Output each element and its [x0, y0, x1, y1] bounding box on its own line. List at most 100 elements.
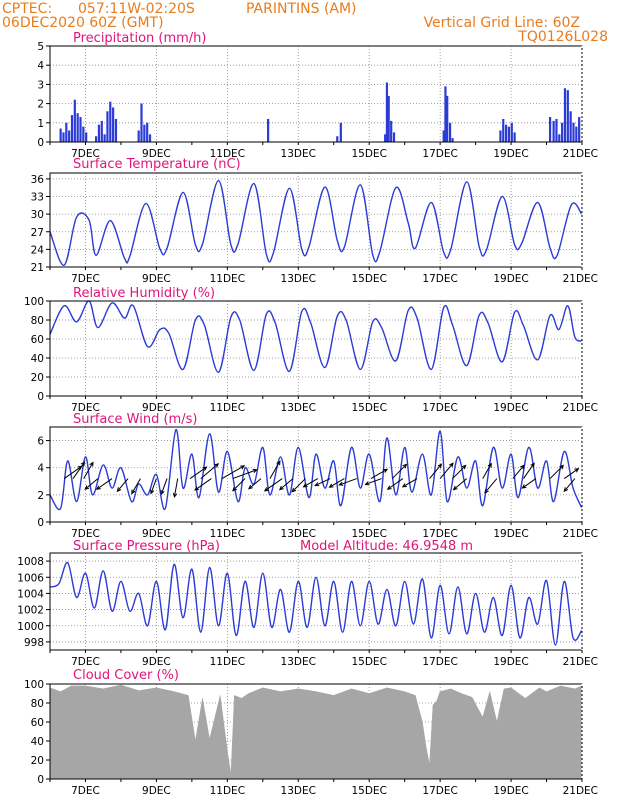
- header-station: PARINTINS (AM): [246, 1, 357, 17]
- y-tick-label: 1: [37, 118, 44, 130]
- x-tick-label: 19DEC: [493, 273, 528, 285]
- y-tick-label: 0: [37, 517, 44, 529]
- x-tick-label: 7DEC: [71, 656, 100, 668]
- wind-vector-head: [338, 481, 344, 486]
- x-tick-label: 7DEC: [71, 785, 100, 797]
- cloud-area: [49, 684, 583, 780]
- precip-bar: [339, 122, 342, 142]
- panel-wind: Surface Wind (m/s) 0 2 4 6 7DEC 9DEC 11DEC 13DEC…: [37, 412, 598, 540]
- x-tick-label: 13DEC: [281, 148, 316, 160]
- precip-bar: [82, 126, 85, 142]
- x-tick-label: 21DEC: [563, 402, 598, 414]
- x-tick-label: 21DEC: [563, 656, 598, 668]
- x-tick-label: 11DEC: [210, 528, 245, 540]
- wind-vector-head: [402, 463, 408, 469]
- wind-vector-head: [437, 463, 443, 469]
- wind-vector: [563, 468, 579, 479]
- wind-vector: [365, 478, 382, 485]
- precip-bar: [507, 126, 511, 142]
- precip-bar: [499, 130, 502, 142]
- precip-bar: [95, 136, 98, 142]
- wind-vector: [200, 463, 219, 479]
- panel-frame: [49, 683, 583, 780]
- precip-bar: [444, 86, 447, 142]
- y-tick-label: 27: [31, 227, 44, 239]
- wind-vector: [391, 464, 407, 479]
- wind-vector: [221, 465, 245, 480]
- wind-vector-head: [202, 466, 208, 471]
- x-tick-label: 21DEC: [563, 273, 598, 285]
- precip-bar: [572, 122, 575, 142]
- wind-vector-head: [563, 487, 569, 493]
- precip-bar: [561, 122, 564, 142]
- precip-bar: [65, 122, 68, 142]
- panel-title: Relative Humidity (%): [73, 286, 215, 301]
- wind-vector: [131, 478, 141, 494]
- x-tick-label: 17DEC: [422, 528, 457, 540]
- wind-series-line: [49, 428, 583, 511]
- wind-vector: [452, 465, 467, 479]
- x-tick-label: 7DEC: [71, 402, 100, 414]
- precip-bar: [502, 118, 505, 142]
- x-tick-label: 17DEC: [422, 785, 457, 797]
- x-tick-label: 9DEC: [142, 148, 171, 160]
- wind-vector-head: [278, 485, 284, 491]
- wind-vector-head: [401, 483, 407, 488]
- header-source: CPTEC:: [2, 1, 52, 17]
- y-tick-label: 1004: [17, 588, 44, 600]
- panel-title: Surface Pressure (hPa): [73, 539, 220, 554]
- wind-vector-head: [80, 461, 86, 467]
- wind-vector-head: [314, 482, 320, 487]
- wind-vector: [484, 478, 498, 494]
- precip-bar: [106, 111, 109, 142]
- wind-vector-head: [95, 485, 101, 490]
- precip-bar: [114, 118, 118, 142]
- panel-title: Surface Wind (m/s): [73, 412, 197, 427]
- y-tick-label: 20: [31, 372, 44, 384]
- precip-bar: [59, 128, 62, 142]
- y-tick-label: 30: [31, 209, 44, 221]
- y-tick-label: 0: [37, 391, 44, 403]
- precip-bar: [76, 113, 79, 142]
- wind-vector-head: [89, 461, 94, 467]
- precip-bar: [513, 132, 516, 142]
- y-tick-label: 4: [37, 60, 44, 72]
- x-tick-label: 17DEC: [422, 273, 457, 285]
- wind-vector: [72, 461, 85, 479]
- x-tick-label: 9DEC: [142, 528, 171, 540]
- wind-vector: [482, 463, 492, 479]
- panel-title: Surface Temperature (nC): [73, 157, 241, 172]
- wind-vector-head: [530, 462, 535, 468]
- precip-bar: [566, 90, 569, 142]
- y-tick-label: 1002: [17, 605, 44, 617]
- precip-bar: [146, 122, 149, 142]
- y-tick-label: 100: [24, 296, 44, 308]
- x-tick-label: 15DEC: [351, 528, 386, 540]
- header-model-code: TQ0126L028: [517, 29, 608, 45]
- precip-bar: [140, 103, 143, 142]
- precip-bar: [70, 115, 74, 142]
- wind-vector-head: [383, 468, 389, 473]
- wind-vector-head: [194, 486, 199, 491]
- x-tick-label: 17DEC: [422, 656, 457, 668]
- rh-series-line: [49, 300, 583, 374]
- wind-vector: [189, 466, 207, 479]
- y-tick-label: 80: [31, 698, 44, 710]
- precip-bar: [442, 130, 445, 142]
- header-run: 06DEC2020 60Z (GMT): [2, 15, 164, 31]
- wind-vector: [291, 478, 306, 493]
- precip-bar: [109, 101, 112, 142]
- panel-pres: Surface Pressure (hPa) Model Altitude: 46…: [17, 539, 598, 668]
- y-tick-label: 24: [31, 244, 45, 256]
- wind-vector-head: [160, 490, 165, 496]
- x-tick-label: 11DEC: [210, 785, 245, 797]
- y-tick-label: 3: [37, 79, 44, 91]
- wind-vector: [194, 478, 212, 491]
- precip-bar: [79, 117, 82, 142]
- panel-rh: Relative Humidity (%) 0 20 40 60 80 100 7DEC 9DE…: [24, 286, 598, 414]
- wind-vector: [264, 478, 283, 492]
- wind-vector: [232, 478, 246, 492]
- wind-vector-head: [252, 468, 258, 474]
- precip-bar: [387, 95, 390, 142]
- y-tick-label: 1006: [17, 572, 44, 584]
